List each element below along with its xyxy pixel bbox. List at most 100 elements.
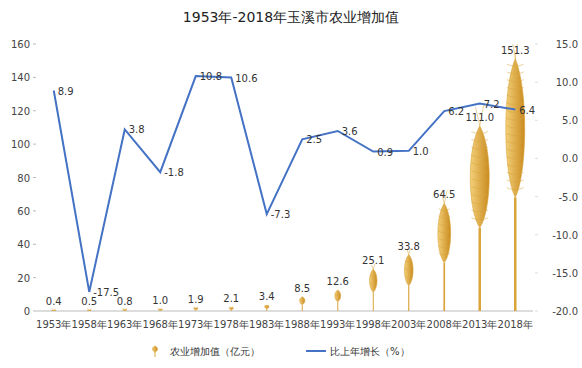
wheat-stem: [443, 263, 445, 311]
bar: [87, 308, 91, 311]
line-label: 7.2: [484, 99, 500, 110]
wheat-kernel: [52, 309, 56, 311]
wheat-kernel: [471, 132, 488, 134]
x-tick-label: 1963年: [107, 319, 142, 330]
x-tick-label: 2018年: [498, 319, 533, 330]
wheat-kernel: [471, 147, 488, 149]
line-label: -7.3: [271, 209, 291, 220]
wheat-kernel: [439, 238, 450, 240]
line-label: 1.0: [413, 146, 429, 157]
y-tick: [33, 244, 36, 245]
y2-tick: [535, 234, 538, 235]
wheat-stem: [514, 197, 517, 311]
bar-label: 3.4: [259, 291, 275, 302]
wheat-kernel: [405, 260, 413, 262]
line: [54, 76, 516, 292]
wheat-ear: [438, 203, 451, 262]
wheat-kernel: [405, 276, 413, 278]
y-tick: [33, 210, 36, 211]
y-tick-label: 100: [11, 139, 30, 150]
wheat-kernel: [507, 149, 524, 151]
bar: [229, 306, 233, 311]
bar: [370, 264, 377, 311]
wheat-kernel: [507, 180, 524, 182]
bar-label: 1.9: [188, 294, 204, 305]
y-tick-label: 20: [17, 273, 30, 284]
line-label: 3.8: [129, 124, 145, 135]
line-label: 10.6: [235, 73, 257, 84]
x-tick-label: 1958年: [72, 319, 107, 330]
y2-tick-label: -15.0: [552, 268, 578, 279]
wheat-kernel: [439, 246, 450, 248]
wheat-kernel: [229, 306, 233, 308]
legend-swatch: [306, 350, 326, 352]
bar-label: 0.8: [117, 296, 133, 307]
wheat-kernel: [439, 253, 450, 255]
y-tick: [33, 277, 36, 278]
bar: [438, 190, 451, 311]
wheat-kernel: [471, 139, 488, 141]
y2-tick: [535, 272, 538, 273]
wheat-kernel: [471, 202, 488, 204]
x-tick-label: 1993年: [320, 319, 355, 330]
bar: [470, 104, 489, 311]
y2-tick: [535, 158, 538, 159]
wheat-kernel: [507, 188, 524, 190]
wheat-stem: [478, 228, 481, 311]
x-tick-label: 1988年: [285, 319, 320, 330]
line-label: 8.9: [58, 86, 74, 97]
y-tick: [33, 144, 36, 145]
wheat-ear: [335, 290, 341, 302]
bar: [335, 290, 341, 311]
x-tick-label: 1983年: [249, 319, 284, 330]
y-tick: [33, 311, 36, 312]
y-tick-label: 80: [17, 173, 30, 184]
wheat-ear: [404, 255, 413, 286]
bar: [52, 309, 56, 311]
y-tick: [33, 110, 36, 111]
bar: [194, 307, 198, 311]
chart-svg: 1953年-2018年玉溪市农业增加值020406080100120140160…: [0, 0, 582, 368]
y-tick-label: 120: [11, 106, 30, 117]
wheat-kernel: [507, 172, 524, 174]
y2-tick-label: -5.0: [558, 192, 578, 203]
wheat-kernel: [471, 210, 488, 212]
bar: [123, 308, 127, 311]
wheat-kernel: [507, 87, 524, 89]
wheat-kernel: [507, 126, 524, 128]
x-axis: [36, 311, 533, 312]
wheat-kernel: [507, 80, 524, 82]
wheat-kernel: [471, 179, 488, 181]
bar-label: 2.1: [223, 293, 239, 304]
wheat-kernel: [507, 118, 524, 120]
y2-tick: [535, 44, 538, 45]
line-label: 10.8: [200, 71, 222, 82]
y-tick-label: 0: [24, 306, 30, 317]
wheat-kernel: [265, 305, 269, 307]
wheat-kernel: [507, 72, 524, 74]
wheat-ear: [506, 59, 525, 198]
wheat-kernel: [507, 165, 524, 167]
line-label: 3.6: [342, 126, 358, 137]
wheat-ear: [264, 305, 269, 308]
line-label: 0.9: [377, 147, 393, 158]
wheat-stem: [337, 302, 338, 311]
x-tick-label: 1968年: [143, 319, 178, 330]
wheat-kernel: [471, 163, 488, 165]
wheat-kernel: [153, 347, 157, 349]
wheat-kernel: [123, 308, 127, 310]
wheat-kernel: [158, 308, 162, 310]
y-tick: [33, 177, 36, 178]
legend-label: 比上年增长（%）: [330, 346, 410, 357]
y2-tick: [535, 196, 538, 197]
wheat-kernel: [507, 157, 524, 159]
wheat-kernel: [471, 155, 488, 157]
wheat-kernel: [335, 294, 340, 296]
wheat-stem: [373, 292, 374, 311]
y-tick-label: 40: [17, 239, 30, 250]
chart-root: 1953年-2018年玉溪市农业增加值020406080100120140160…: [0, 0, 582, 368]
legend-label: 农业增加值（亿元）: [170, 346, 260, 357]
legend: 农业增加值（亿元） 比上年增长（%）: [153, 346, 410, 357]
bar: [158, 308, 162, 311]
wheat-stem: [302, 305, 303, 311]
